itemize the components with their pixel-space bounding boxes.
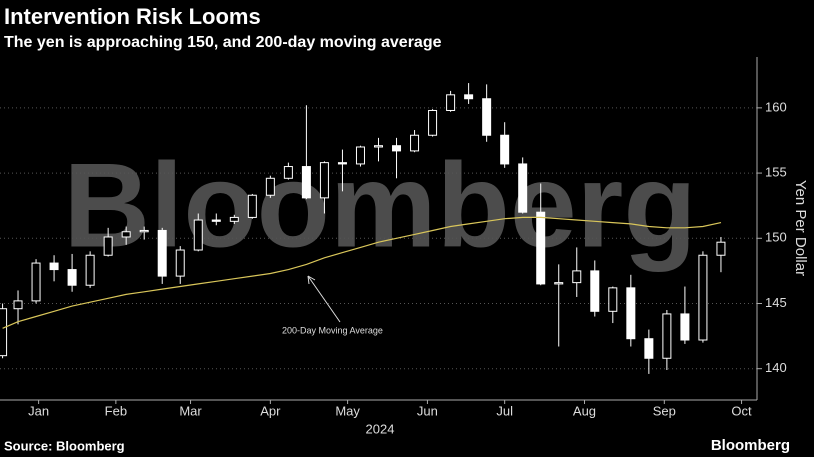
y-axis-label: Yen Per Dollar — [792, 180, 809, 276]
x-tick-label: Feb — [105, 403, 127, 418]
y-tick-label: 145 — [765, 295, 787, 310]
chart-title: Intervention Risk Looms — [4, 4, 261, 29]
candle-body — [590, 270, 600, 312]
candle-body — [247, 194, 257, 218]
candle-body — [85, 254, 95, 286]
candle-body — [500, 134, 510, 165]
candle-body — [410, 134, 420, 152]
candle-body — [428, 109, 438, 136]
candle-body — [13, 300, 23, 310]
candle-body — [175, 249, 185, 277]
x-tick-label: Aug — [573, 403, 596, 418]
candle-body — [644, 338, 654, 359]
x-tick-label: Jan — [28, 403, 49, 418]
candle-body — [518, 163, 528, 213]
candle-body — [103, 236, 113, 256]
candle-body — [716, 241, 726, 256]
candle-body — [680, 313, 690, 341]
x-tick-label: May — [335, 403, 360, 418]
candle-body — [139, 229, 149, 233]
candle-body — [662, 313, 672, 359]
candle-body — [0, 308, 8, 357]
candle-body — [554, 282, 564, 285]
y-tick-label: 140 — [765, 360, 787, 375]
candle-body — [536, 211, 546, 285]
candle-body — [49, 262, 59, 271]
y-tick-label: 155 — [765, 165, 787, 180]
candle-body — [283, 166, 293, 179]
x-tick-label: Oct — [731, 403, 752, 418]
candle-body — [229, 216, 239, 222]
candle-body — [572, 270, 582, 284]
x-tick-label: Jun — [417, 403, 438, 418]
candle-body — [67, 269, 77, 286]
x-tick-label: Sep — [653, 403, 676, 418]
candle-body — [211, 219, 221, 222]
brand: Bloomberg — [711, 437, 790, 454]
x-tick-label: Mar — [179, 403, 202, 418]
candle-body — [482, 98, 492, 136]
x-axis-label: 2024 — [366, 421, 395, 436]
arrow-head — [307, 275, 316, 285]
candle-body — [319, 162, 329, 199]
candle-body — [374, 145, 383, 148]
candle-body — [392, 145, 402, 152]
chart-subtitle: The yen is approaching 150, and 200-day … — [4, 34, 442, 51]
candle-body — [464, 94, 474, 100]
candle-body — [31, 262, 41, 302]
candle-body — [337, 162, 347, 165]
y-tick-label: 150 — [765, 230, 787, 245]
moving-average-line — [2, 216, 722, 329]
candle-body — [157, 229, 167, 277]
x-tick-label: Jul — [496, 403, 513, 418]
watermark: Bloomberg — [63, 139, 696, 273]
candle-body — [121, 231, 131, 238]
annotation-arrow — [307, 275, 341, 323]
candle-body — [608, 287, 618, 312]
candle-body — [193, 219, 203, 251]
candle-body — [355, 146, 365, 165]
y-tick-label: 160 — [765, 99, 787, 114]
candle-body — [698, 254, 708, 341]
candle-body — [265, 177, 275, 196]
annotation: 200-Day Moving Average — [282, 325, 383, 335]
candle-body — [446, 94, 456, 111]
candle-body — [626, 287, 636, 340]
x-tick-label: Apr — [260, 403, 281, 418]
candle-body — [301, 166, 311, 199]
source: Source: Bloomberg — [4, 438, 125, 453]
